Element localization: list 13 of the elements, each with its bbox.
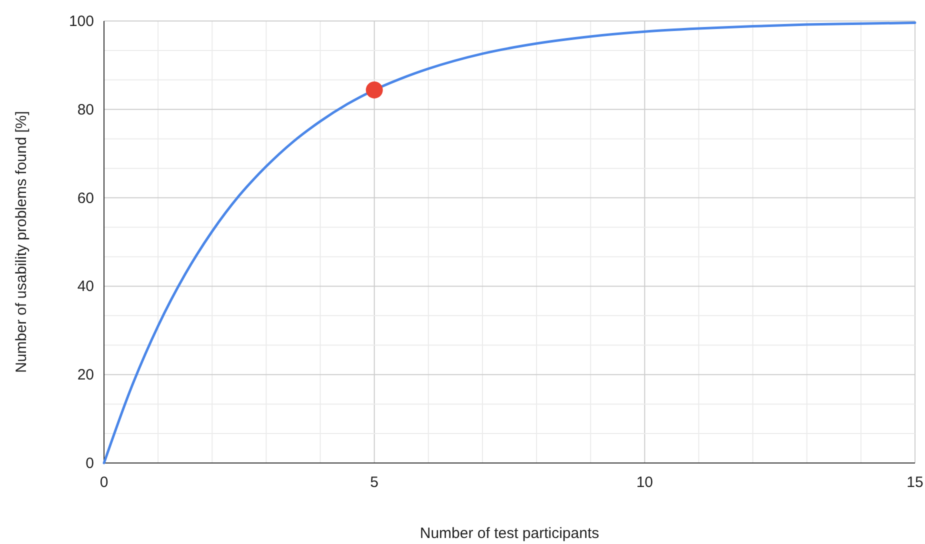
y-tick-label: 40 xyxy=(77,278,94,296)
x-tick-label: 15 xyxy=(906,474,924,491)
x-tick-label: 5 xyxy=(370,474,379,491)
y-tick-label: 20 xyxy=(77,366,94,384)
x-axis-title: Number of test participants xyxy=(420,525,600,542)
y-tick-label: 60 xyxy=(77,190,94,207)
y-tick-label: 80 xyxy=(77,101,94,118)
x-tick-label: 10 xyxy=(636,474,654,491)
x-tick-label: 0 xyxy=(100,474,108,491)
line-series xyxy=(102,22,916,464)
y-tick-label: 100 xyxy=(68,13,94,30)
y-tick-label: 0 xyxy=(86,455,94,472)
y-axis-title: Number of usability problems found [%] xyxy=(13,111,30,373)
